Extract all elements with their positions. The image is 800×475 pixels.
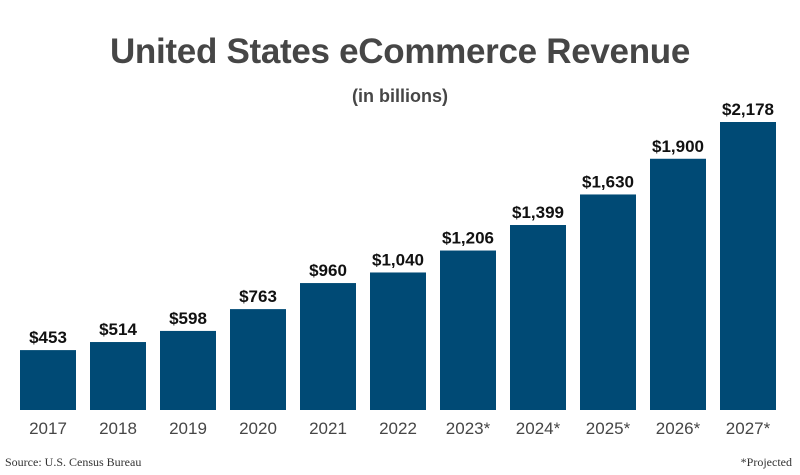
x-tick-label: 2026* (656, 419, 701, 438)
value-label: $960 (309, 261, 347, 280)
bar-2017 (20, 350, 76, 410)
bar-2021 (300, 283, 356, 410)
projected-note: *Projected (740, 455, 792, 469)
bar-2025 (580, 194, 636, 410)
value-label: $1,399 (512, 203, 564, 222)
x-tick-label: 2017 (29, 419, 67, 438)
value-label: $763 (239, 287, 277, 306)
chart-title: United States eCommerce Revenue (109, 32, 691, 71)
x-tick-label: 2025* (586, 419, 631, 438)
value-label: $1,900 (652, 137, 704, 156)
value-label: $2,178 (722, 100, 774, 119)
x-tick-label: 2018 (99, 419, 137, 438)
bar-2026 (650, 158, 706, 410)
x-tick-label: 2027* (726, 419, 771, 438)
value-label: $514 (99, 320, 137, 339)
value-label: $1,630 (582, 172, 634, 191)
bar-2019 (160, 330, 216, 410)
source-note: Source: U.S. Census Bureau (5, 455, 142, 469)
x-tick-label: 2020 (239, 419, 277, 438)
x-tick-label: 2019 (169, 419, 207, 438)
value-label: $1,040 (372, 250, 424, 269)
bar-2020 (230, 309, 286, 410)
bar-2018 (90, 342, 146, 410)
x-tick-label: 2023* (446, 419, 491, 438)
value-label: $598 (169, 309, 207, 328)
value-label: $1,206 (442, 229, 494, 248)
x-tick-label: 2022 (379, 419, 417, 438)
bar-2024 (510, 225, 566, 410)
bar-2023 (440, 250, 496, 410)
bar-2027 (720, 122, 776, 410)
value-label: $453 (29, 328, 67, 347)
x-tick-label: 2021 (309, 419, 347, 438)
chart-subtitle: (in billions) (352, 86, 448, 106)
x-tick-label: 2024* (516, 419, 561, 438)
bar-2022 (370, 272, 426, 410)
